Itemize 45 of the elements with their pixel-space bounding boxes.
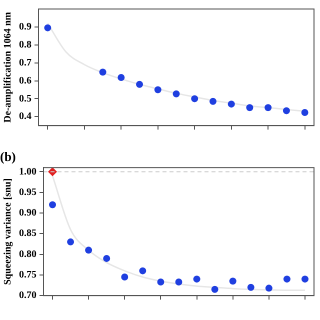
- point: [48, 168, 58, 176]
- point: [99, 68, 106, 76]
- point: [103, 254, 110, 262]
- y-tick-label: 0.4: [19, 111, 32, 122]
- point: [136, 80, 144, 88]
- point: [121, 274, 128, 281]
- point: [264, 104, 272, 112]
- y-tick-label: 0.8: [19, 39, 32, 50]
- chart-title: (b): [0, 149, 16, 164]
- point: [191, 95, 198, 102]
- point: [301, 109, 308, 116]
- y-axis-title: De-amplification 1064 nm: [2, 11, 14, 123]
- y-tick-label: 0.70: [19, 290, 36, 302]
- y-tick-label: 1.00: [19, 166, 36, 178]
- point: [67, 238, 74, 246]
- point: [157, 278, 164, 286]
- point: [209, 98, 216, 105]
- point: [44, 24, 52, 32]
- point: [193, 276, 200, 283]
- point: [229, 278, 236, 285]
- point: [282, 107, 290, 114]
- point: [154, 86, 162, 94]
- y-tick-label: 0.9: [19, 22, 32, 33]
- point: [139, 267, 146, 274]
- point: [247, 284, 254, 291]
- point: [228, 100, 235, 108]
- y-axis-title: Squeezing variance [snu]: [2, 178, 14, 285]
- point: [49, 201, 56, 208]
- point: [301, 276, 308, 283]
- point: [211, 286, 218, 293]
- y-tick-label: 0.85: [19, 228, 36, 240]
- y-tick-label: 0.6: [19, 75, 32, 86]
- y-tick-label: 0.90: [19, 208, 36, 219]
- point: [175, 278, 182, 286]
- point: [118, 74, 125, 82]
- y-tick-label: 0.7: [19, 57, 32, 68]
- point: [172, 90, 180, 98]
- point: [283, 276, 290, 283]
- y-tick-label: 0.5: [19, 93, 32, 104]
- point: [265, 284, 272, 292]
- y-tick-label: 0.80: [19, 248, 36, 260]
- y-tick-label: 0.75: [19, 270, 36, 281]
- y-tick-label: 0.95: [19, 186, 36, 198]
- point: [246, 104, 254, 112]
- point: [85, 246, 92, 254]
